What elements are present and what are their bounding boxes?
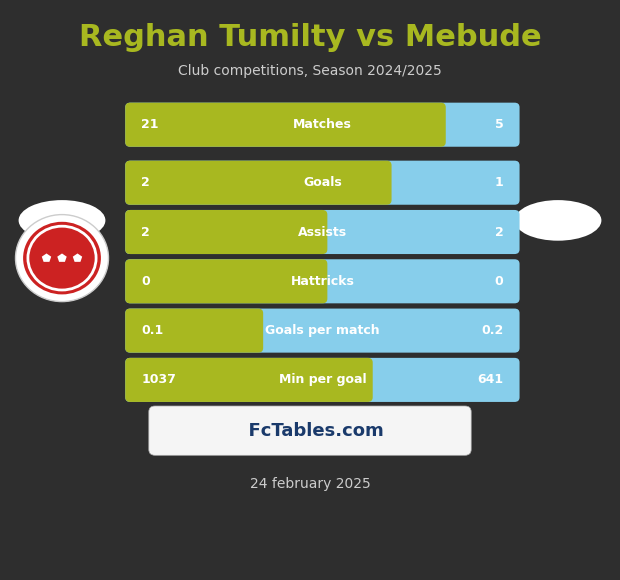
Text: 1037: 1037 <box>141 374 176 386</box>
Text: 0: 0 <box>141 275 150 288</box>
FancyBboxPatch shape <box>125 259 520 303</box>
Circle shape <box>22 220 102 296</box>
Ellipse shape <box>515 200 601 241</box>
Bar <box>249 313 261 348</box>
Text: 2: 2 <box>141 226 150 238</box>
Text: FcTables.com: FcTables.com <box>236 422 384 440</box>
Bar <box>358 362 371 397</box>
Text: Club competitions, Season 2024/2025: Club competitions, Season 2024/2025 <box>178 64 442 78</box>
Text: 2: 2 <box>141 176 150 189</box>
Text: 0: 0 <box>495 275 503 288</box>
Bar <box>378 165 390 200</box>
Ellipse shape <box>19 200 105 241</box>
Text: 0.1: 0.1 <box>141 324 164 337</box>
FancyBboxPatch shape <box>125 358 520 402</box>
FancyBboxPatch shape <box>149 406 471 455</box>
Text: Hattricks: Hattricks <box>290 275 355 288</box>
Text: 21: 21 <box>141 118 159 131</box>
Bar <box>432 107 444 142</box>
Text: 2: 2 <box>495 226 503 238</box>
Bar <box>313 264 326 299</box>
Text: Goals: Goals <box>303 176 342 189</box>
FancyBboxPatch shape <box>125 259 327 303</box>
Text: Matches: Matches <box>293 118 352 131</box>
Bar <box>313 215 326 249</box>
FancyBboxPatch shape <box>125 309 263 353</box>
Circle shape <box>16 215 108 302</box>
Text: 0.2: 0.2 <box>481 324 503 337</box>
Text: Reghan Tumilty vs Mebude: Reghan Tumilty vs Mebude <box>79 23 541 52</box>
FancyBboxPatch shape <box>125 103 520 147</box>
Text: 24 february 2025: 24 february 2025 <box>250 477 370 491</box>
Text: Min per goal: Min per goal <box>278 374 366 386</box>
FancyBboxPatch shape <box>125 210 327 254</box>
FancyBboxPatch shape <box>125 103 446 147</box>
FancyBboxPatch shape <box>125 309 520 353</box>
FancyBboxPatch shape <box>125 358 373 402</box>
Text: 1: 1 <box>495 176 503 189</box>
FancyBboxPatch shape <box>125 161 392 205</box>
Text: Goals per match: Goals per match <box>265 324 379 337</box>
Text: Assists: Assists <box>298 226 347 238</box>
Text: 641: 641 <box>477 374 503 386</box>
FancyBboxPatch shape <box>125 161 520 205</box>
FancyBboxPatch shape <box>125 210 520 254</box>
Text: 5: 5 <box>495 118 503 131</box>
